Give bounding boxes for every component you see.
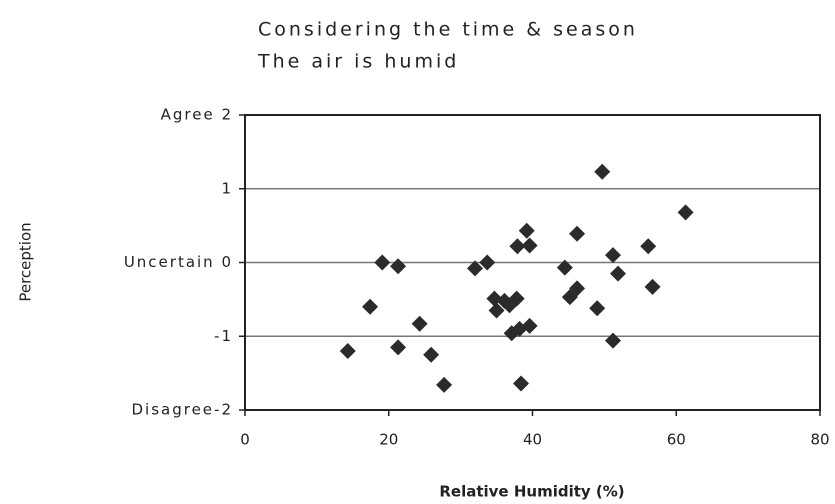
point xyxy=(640,238,657,255)
point xyxy=(605,247,621,264)
y-tick-label: Agree 2 xyxy=(161,106,233,124)
x-axis-label: Relative Humidity (%) xyxy=(439,483,624,501)
point xyxy=(644,278,661,295)
plot-frame xyxy=(244,114,821,411)
point xyxy=(605,332,621,349)
point xyxy=(677,204,694,221)
point xyxy=(411,315,428,332)
point xyxy=(467,260,483,277)
point xyxy=(362,298,379,315)
point xyxy=(509,238,526,255)
point xyxy=(390,339,407,356)
y-tick-label: Uncertain 0 xyxy=(124,253,233,271)
point xyxy=(390,258,407,275)
point xyxy=(436,376,453,393)
point xyxy=(513,375,529,392)
y-tick-label: Disagree-2 xyxy=(132,401,234,419)
y-tick-label: -1 xyxy=(214,327,233,345)
point xyxy=(423,346,440,363)
y-tick-label: 1 xyxy=(221,179,233,197)
x-tick-label: 20 xyxy=(379,431,398,449)
point xyxy=(479,254,496,271)
point xyxy=(518,222,535,239)
point xyxy=(569,225,586,242)
point xyxy=(508,290,525,307)
point xyxy=(569,280,586,297)
point xyxy=(561,289,578,306)
point xyxy=(556,259,573,276)
point xyxy=(339,343,356,359)
point xyxy=(374,254,391,271)
point xyxy=(610,265,627,282)
x-tick-label: 40 xyxy=(523,431,542,449)
point xyxy=(488,302,505,319)
x-tick-label: 0 xyxy=(240,431,250,449)
y-axis-label: Perception xyxy=(17,222,35,301)
x-tick-label: 60 xyxy=(667,431,686,449)
x-tick-label: 80 xyxy=(810,431,829,449)
point xyxy=(521,237,538,254)
point xyxy=(521,317,538,334)
point xyxy=(594,163,611,180)
chart-title: The air is humid xyxy=(257,51,459,73)
point xyxy=(589,300,606,317)
chart-title: Considering the time & season xyxy=(258,19,638,41)
